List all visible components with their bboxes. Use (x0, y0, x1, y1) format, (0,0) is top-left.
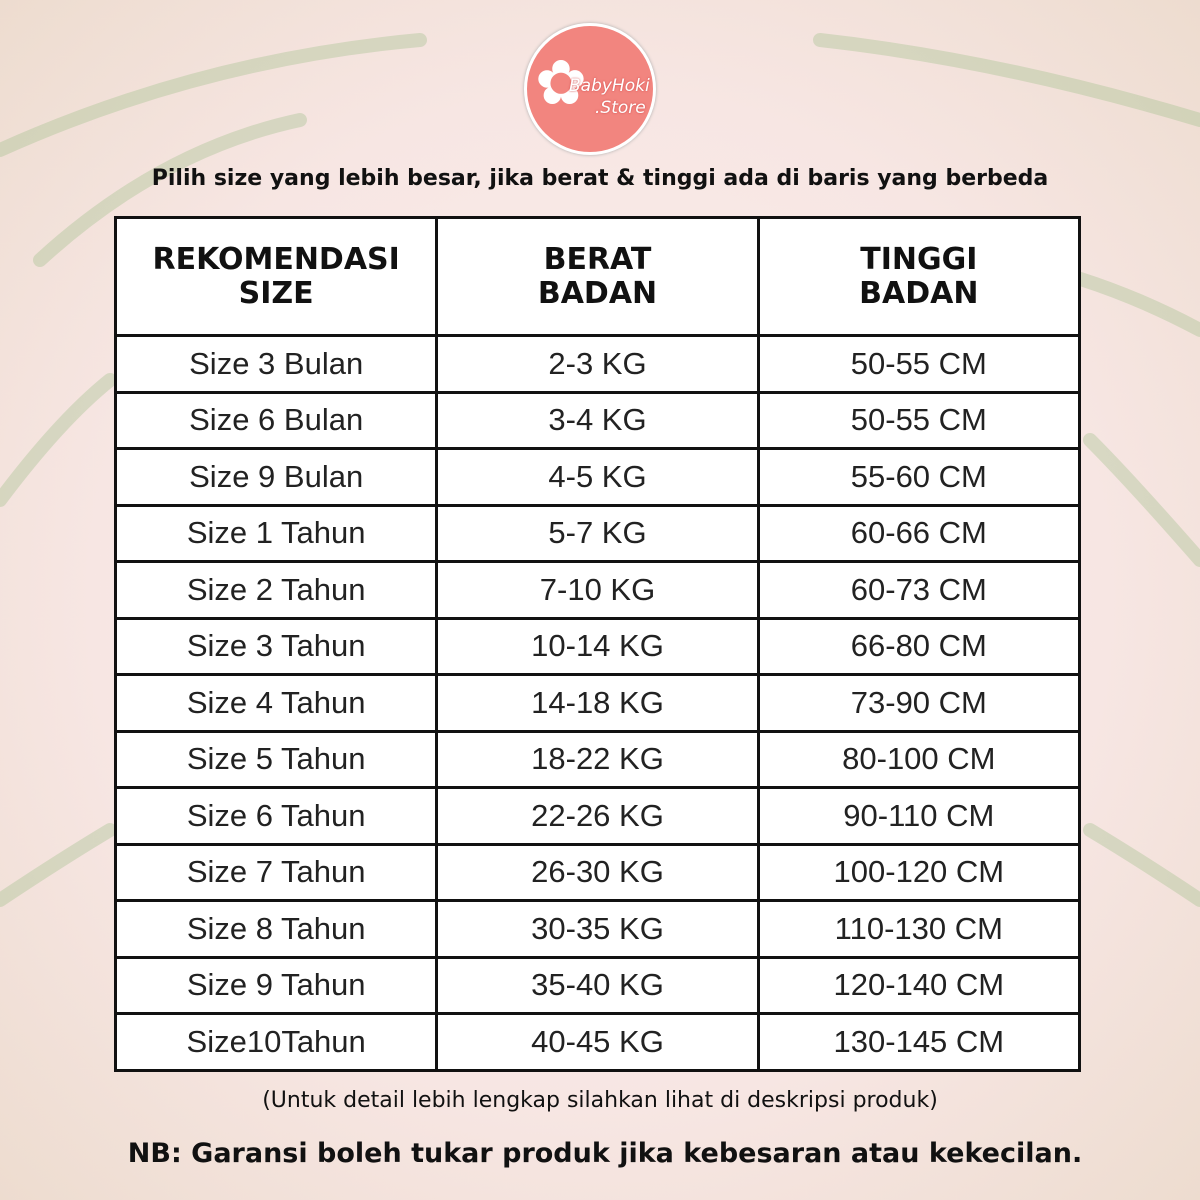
table-row: Size 4 Tahun 14-18 KG 73-90 CM (113, 673, 1082, 733)
table-cell: 110-130 CM (756, 899, 1082, 959)
column-header: TINGGI BADAN (756, 216, 1082, 337)
table-row: Size 3 Bulan 2-3 KG 50-55 CM (113, 334, 1082, 394)
table-cell: 7-10 KG (435, 560, 760, 620)
table-cell: 5-7 KG (435, 503, 760, 563)
table-cell: Size 8 Tahun (113, 899, 439, 959)
header-line: BADAN (859, 275, 979, 311)
table-cell: Size 5 Tahun (113, 729, 439, 789)
table-cell: 130-145 CM (756, 1012, 1082, 1072)
table-cell: 80-100 CM (756, 729, 1082, 789)
table-cell: 100-120 CM (756, 842, 1082, 902)
table-row: Size10Tahun 40-45 KG 130-145 CM (113, 1012, 1082, 1072)
size-chart-table: REKOMENDASI SIZE BERAT BADAN TINGGI BADAN Siz… (113, 216, 1082, 1072)
table-row: Size 6 Tahun 22-26 KG 90-110 CM (113, 786, 1082, 846)
nb-note: NB: Garansi boleh tukar produk jika kebe… (127, 1138, 1083, 1169)
header-line: REKOMENDASI (152, 241, 400, 277)
table-row: Size 2 Tahun 7-10 KG 60-73 CM (113, 560, 1082, 620)
table-cell: Size 3 Tahun (113, 616, 439, 676)
header-row: REKOMENDASI SIZE BERAT BADAN TINGGI BADAN (113, 216, 1082, 337)
table-row: Size 6 Bulan 3-4 KG 50-55 CM (113, 390, 1082, 450)
table-cell: Size 7 Tahun (113, 842, 439, 902)
table-cell: 50-55 CM (756, 390, 1082, 450)
table-cell: Size 2 Tahun (113, 560, 439, 620)
table-cell: 35-40 KG (435, 955, 760, 1015)
table-row: Size 7 Tahun 26-30 KG 100-120 CM (113, 842, 1082, 902)
table-cell: 50-55 CM (756, 334, 1082, 394)
table-cell: Size 3 Bulan (113, 334, 439, 394)
table-cell: Size 6 Bulan (113, 390, 439, 450)
table-cell: 120-140 CM (756, 955, 1082, 1015)
logo-brand: BabyHoki (569, 76, 650, 96)
table-cell: Size 4 Tahun (113, 673, 439, 733)
table-cell: 60-66 CM (756, 503, 1082, 563)
table-cell: Size 6 Tahun (113, 786, 439, 846)
table-cell: 66-80 CM (756, 616, 1082, 676)
table-cell: 55-60 CM (756, 447, 1082, 507)
table-cell: 14-18 KG (435, 673, 760, 733)
top-note: Pilih size yang lebih besar, jika berat … (151, 166, 1049, 191)
table-cell: 60-73 CM (756, 560, 1082, 620)
table-row: Size 5 Tahun 18-22 KG 80-100 CM (113, 729, 1082, 789)
table-cell: 73-90 CM (756, 673, 1082, 733)
flower-icon: ✿ (535, 46, 587, 119)
header-line: BADAN (537, 275, 658, 311)
table-cell: 26-30 KG (435, 842, 760, 902)
table-cell: 90-110 CM (756, 786, 1082, 846)
column-header: BERAT BADAN (435, 216, 760, 337)
table-cell: Size 1 Tahun (113, 503, 439, 563)
table-cell: Size 9 Bulan (113, 447, 439, 507)
table-row: Size 1 Tahun 5-7 KG 60-66 CM (113, 503, 1082, 563)
table-cell: Size 9 Tahun (113, 955, 439, 1015)
table-row: Size 8 Tahun 30-35 KG 110-130 CM (113, 899, 1082, 959)
header-line: SIZE (238, 275, 314, 311)
table-cell: 22-26 KG (435, 786, 760, 846)
table-cell: 3-4 KG (435, 390, 760, 450)
column-header: REKOMENDASI SIZE (113, 216, 439, 337)
table-cell: 30-35 KG (435, 899, 760, 959)
table-row: Size 3 Tahun 10-14 KG 66-80 CM (113, 616, 1082, 676)
header-line: BERAT (543, 241, 652, 277)
table-cell: 4-5 KG (435, 447, 760, 507)
table-cell: 2-3 KG (435, 334, 760, 394)
detail-note: (Untuk detail lebih lengkap silahkan lih… (262, 1088, 938, 1113)
table-cell: 10-14 KG (435, 616, 760, 676)
table-cell: 18-22 KG (435, 729, 760, 789)
logo-suffix: .Store (595, 98, 646, 118)
table-cell: Size10Tahun (113, 1012, 439, 1072)
table-row: Size 9 Bulan 4-5 KG 55-60 CM (113, 447, 1082, 507)
table-cell: 40-45 KG (435, 1012, 760, 1072)
store-logo: ✿ BabyHoki .Store (524, 23, 656, 155)
header-line: TINGGI (860, 241, 978, 277)
table-row: Size 9 Tahun 35-40 KG 120-140 CM (113, 955, 1082, 1015)
